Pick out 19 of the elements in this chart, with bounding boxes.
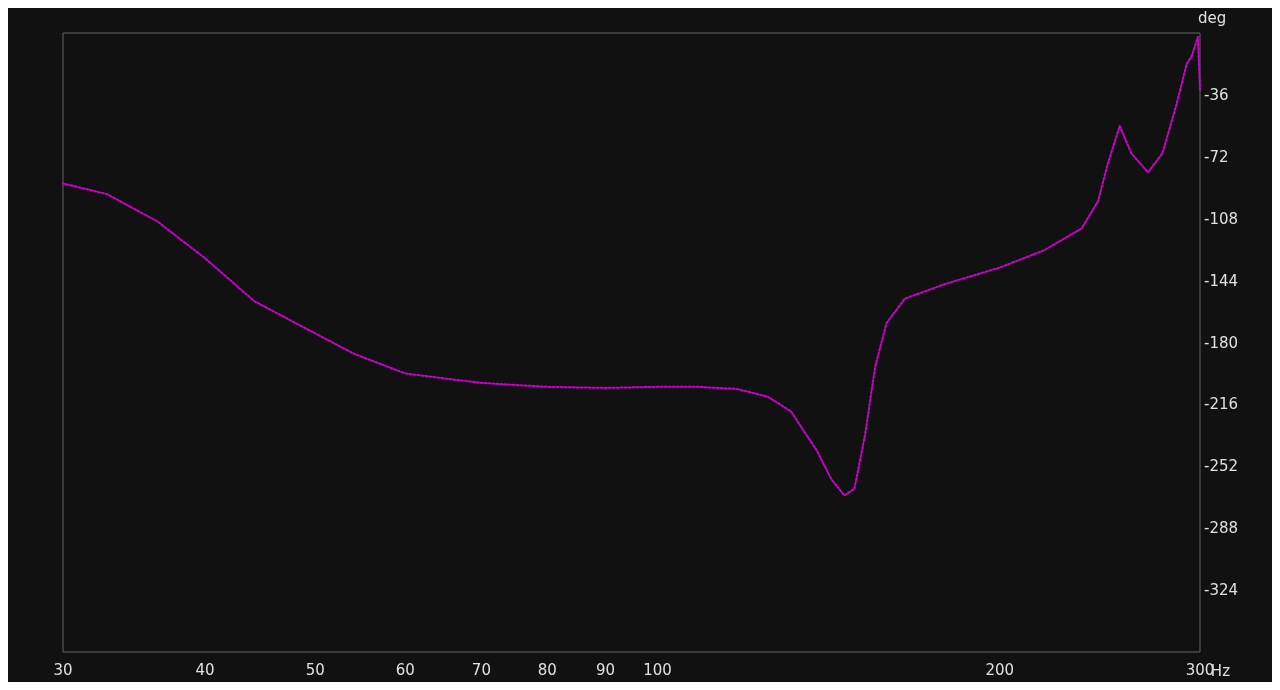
- x-tick-label: 30: [53, 660, 73, 679]
- x-tick-label: 60: [395, 660, 415, 679]
- x-tick-label: 100: [643, 660, 672, 679]
- x-tick-label: 70: [471, 660, 491, 679]
- y-tick-label: -144: [1204, 271, 1239, 290]
- x-tick-label: 80: [537, 660, 557, 679]
- y-tick-label: -72: [1204, 147, 1229, 166]
- x-tick-label: 200: [985, 660, 1015, 679]
- y-tick-label: -108: [1204, 209, 1239, 228]
- y-axis-title: deg: [1198, 8, 1227, 27]
- y-tick-label: -216: [1204, 395, 1239, 414]
- y-tick-label: -252: [1204, 457, 1239, 476]
- y-tick-label: -288: [1204, 519, 1239, 538]
- y-tick-label: -324: [1204, 581, 1239, 600]
- x-tick-label: 90: [595, 660, 616, 679]
- y-tick-label: -180: [1204, 333, 1239, 352]
- x-tick-label: 40: [195, 660, 215, 679]
- y-tick-label: -36: [1204, 85, 1229, 104]
- x-tick-label: 50: [305, 660, 325, 679]
